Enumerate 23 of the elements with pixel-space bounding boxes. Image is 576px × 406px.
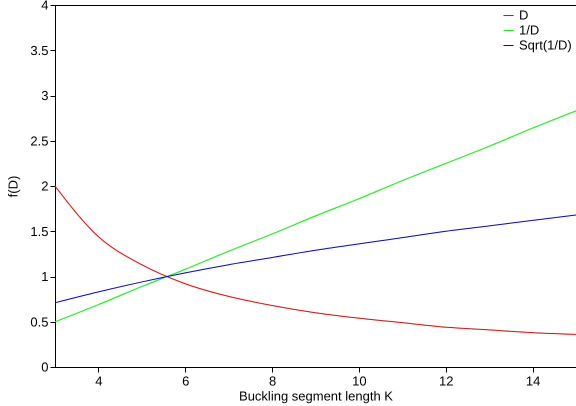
x-tick-label: 12 [439, 374, 454, 388]
y-tick-label: 0.5 [30, 314, 48, 330]
y-tick-label: 2.5 [30, 133, 48, 148]
legend-label: 1/D [519, 22, 540, 38]
x-tick-label: 10 [352, 374, 367, 388]
legend-label: Sqrt(1/D) [519, 38, 572, 52]
y-tick-label: 2 [41, 178, 48, 194]
line-series [55, 110, 576, 322]
line-series [55, 186, 576, 335]
x-axis-title: Buckling segment length K [239, 388, 394, 404]
x-tick-label: 8 [268, 374, 276, 388]
legend-label: D [519, 8, 528, 22]
x-tick-label: 14 [526, 374, 540, 388]
y-tick-label: 3 [41, 88, 48, 103]
y-tick-label: 0 [41, 360, 48, 374]
y-axis-title: f(D) [5, 176, 20, 198]
x-tick-label: 4 [95, 374, 103, 388]
y-tick-label: 3.5 [30, 42, 48, 58]
x-tick-label: 6 [182, 374, 190, 388]
y-tick-label: 4 [41, 0, 48, 12]
y-tick-label: 1 [41, 269, 48, 284]
y-tick-label: 1.5 [30, 224, 48, 239]
line-series [55, 214, 576, 304]
